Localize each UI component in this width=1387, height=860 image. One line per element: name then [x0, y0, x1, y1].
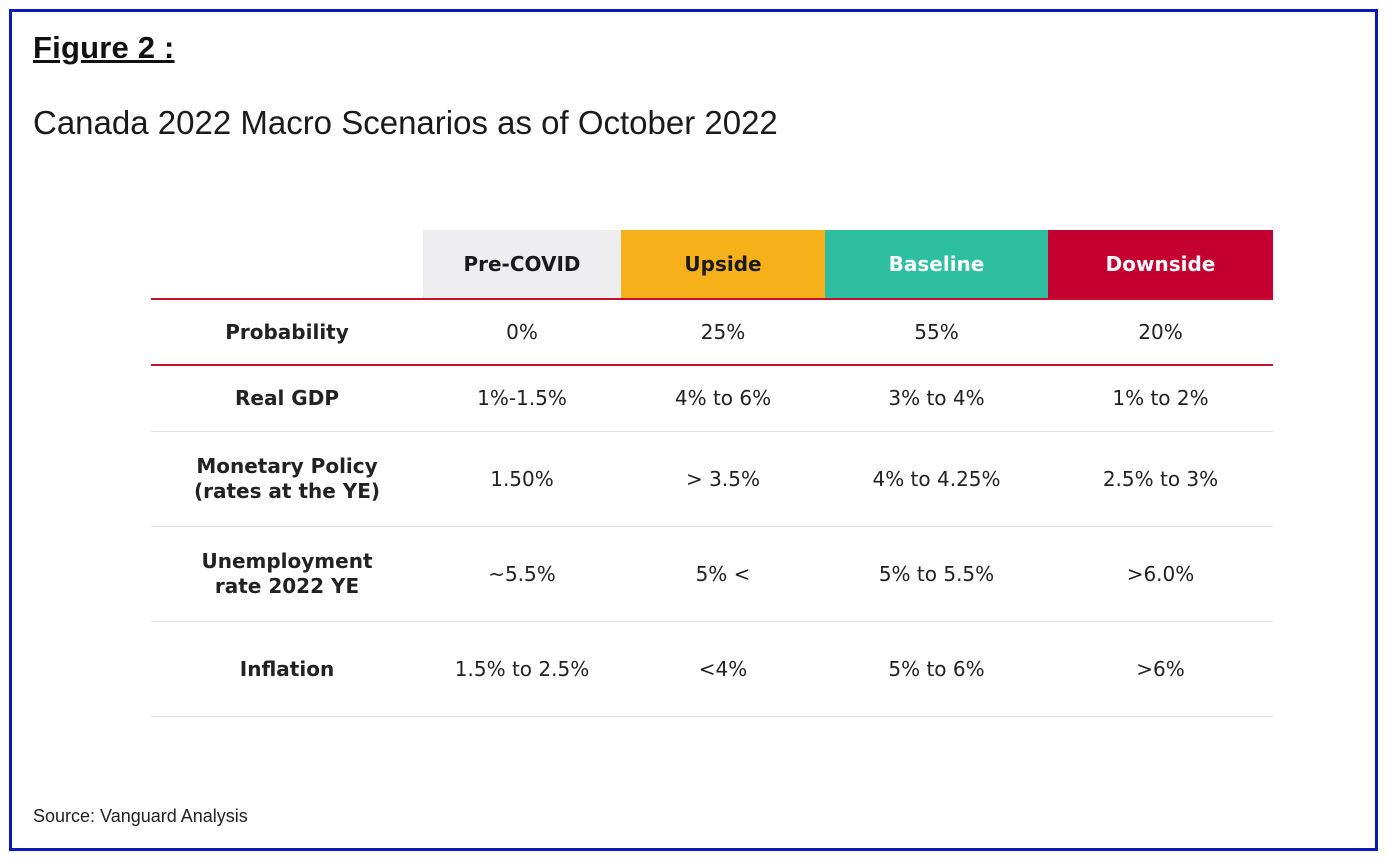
row-label-line: (rates at the YE) — [193, 479, 381, 503]
row-label-probability: Probability — [151, 299, 423, 366]
table-cell: 1.50% — [423, 431, 621, 527]
table-row: Real GDP 1%-1.5% 4% to 6% 3% to 4% 1% to… — [151, 365, 1273, 432]
table-cell: 25% — [621, 299, 825, 366]
table-row: Inflation 1.5% to 2.5% <4% 5% to 6% >6% — [151, 621, 1273, 717]
table-cell: 0% — [423, 299, 621, 366]
header-baseline: Baseline — [825, 230, 1048, 300]
table-cell: 5% to 5.5% — [825, 526, 1048, 622]
table-cell: >6.0% — [1048, 526, 1273, 622]
row-label-line: rate 2022 YE — [214, 574, 360, 598]
header-row: Pre-COVID Upside Baseline Downside — [151, 230, 1273, 300]
figure-label: Figure 2 : — [33, 30, 175, 65]
table-cell: 1% to 2% — [1048, 365, 1273, 432]
table-cell: ~5.5% — [423, 526, 621, 622]
table-cell: 1%-1.5% — [423, 365, 621, 432]
table-cell: 2.5% to 3% — [1048, 431, 1273, 527]
figure-subtitle: Canada 2022 Macro Scenarios as of Octobe… — [33, 104, 778, 141]
table-row: Unemployment rate 2022 YE ~5.5% 5% < 5% t… — [151, 526, 1273, 622]
header-empty — [151, 230, 423, 300]
table-cell: 4% to 4.25% — [825, 431, 1048, 527]
table-cell: 1.5% to 2.5% — [423, 621, 621, 717]
source-note: Source: Vanguard Analysis — [33, 806, 248, 826]
scenario-table: Pre-COVID Upside Baseline Downside Proba… — [151, 230, 1273, 717]
row-label-line: Monetary Policy — [196, 454, 378, 478]
table-cell: > 3.5% — [621, 431, 825, 527]
header-upside: Upside — [621, 230, 825, 300]
header-downside: Downside — [1048, 230, 1273, 300]
table-cell: >6% — [1048, 621, 1273, 717]
table-cell: <4% — [621, 621, 825, 717]
row-label-unemployment: Unemployment rate 2022 YE — [151, 526, 423, 622]
table-cell: 55% — [825, 299, 1048, 366]
table-cell: 20% — [1048, 299, 1273, 366]
table-row: Probability 0% 25% 55% 20% — [151, 299, 1273, 366]
table-cell: 5% to 6% — [825, 621, 1048, 717]
row-label-inflation: Inflation — [151, 621, 423, 717]
table-row: Monetary Policy (rates at the YE) 1.50% >… — [151, 431, 1273, 527]
figure-frame — [9, 9, 1378, 851]
row-label-monetary-policy: Monetary Policy (rates at the YE) — [151, 431, 423, 527]
header-pre-covid: Pre-COVID — [423, 230, 621, 300]
table-cell: 4% to 6% — [621, 365, 825, 432]
row-label-line: Unemployment — [201, 549, 373, 573]
table-cell: 5% < — [621, 526, 825, 622]
row-label-real-gdp: Real GDP — [151, 365, 423, 432]
table-cell: 3% to 4% — [825, 365, 1048, 432]
